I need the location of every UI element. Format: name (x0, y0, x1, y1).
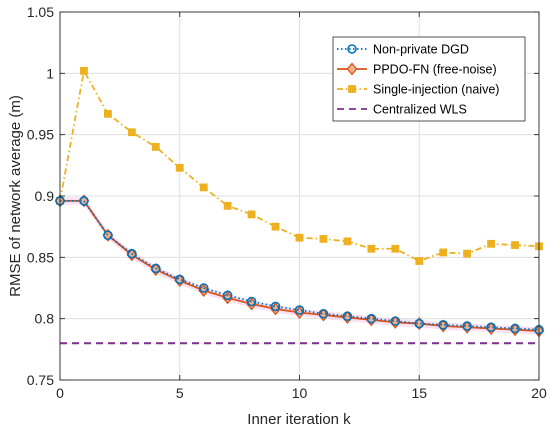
series-1-point (222, 290, 233, 301)
series-3-point (223, 201, 232, 210)
axis-ticks: 0 5 10 15 20 0.75 0.8 0.85 0.9 0.95 1 1.05 (27, 4, 547, 401)
legend-marker-1 (347, 44, 357, 54)
series-2-point (318, 308, 329, 322)
series-3-point (511, 241, 519, 249)
series-2-point (509, 323, 521, 337)
legend-marker-2 (346, 62, 358, 76)
series-1-point (414, 318, 425, 329)
series-1-point (510, 323, 520, 334)
legend-marker-3 (348, 85, 356, 93)
y-tick-label: 0.8 (35, 311, 55, 327)
series-1-point (390, 316, 401, 326)
series-2-point (389, 315, 401, 329)
series-1-point (127, 248, 137, 259)
series-1-point (79, 196, 89, 206)
series-1-point (462, 321, 472, 331)
series-3-point (247, 210, 256, 219)
x-tick-label: 20 (531, 385, 547, 401)
y-tick-label: 0.85 (27, 249, 54, 265)
series-2 (54, 194, 545, 338)
series-1-point (486, 322, 496, 333)
series-1-line (60, 200, 540, 331)
series-3-point (80, 66, 88, 75)
series-3-point (319, 235, 328, 243)
series-1-point (294, 305, 305, 315)
x-tick-label: 15 (411, 385, 427, 401)
series-1-point (246, 296, 257, 307)
series-1-point (151, 263, 161, 274)
x-tick-label: 5 (176, 385, 184, 401)
series-2-point (437, 319, 449, 333)
series-3-point (271, 222, 280, 231)
y-axis-label: RMSE of network average (m) (7, 95, 24, 297)
legend: Non-private DGD PPDO-FN (free-noise) Singl… (332, 36, 526, 122)
series-3-point (487, 239, 496, 248)
y-tick-label: 1.05 (27, 4, 54, 20)
series-3-point (199, 183, 208, 192)
x-axis-label: Inner iteration k (247, 411, 351, 428)
legend-box (332, 36, 526, 122)
series-1-point (103, 230, 113, 241)
series-3-point (343, 237, 352, 246)
y-tick-label: 1 (46, 65, 54, 81)
series-3-point (439, 248, 448, 257)
y-tick-label: 0.75 (27, 372, 54, 388)
series-1-point (174, 274, 185, 285)
series-1-point (366, 313, 377, 324)
legend-label-4: Centralized WLS (373, 103, 467, 117)
series-3-point (175, 163, 184, 172)
legend-label-3: Single-injection (naive) (373, 83, 499, 97)
series-3-point (151, 143, 160, 151)
series-1-point (318, 308, 329, 319)
series-3-point (415, 257, 424, 265)
legend-label-1: Non-private DGD (373, 43, 469, 57)
series-1-point (198, 283, 209, 293)
series-3-point (367, 244, 376, 253)
series-3-point (127, 128, 136, 137)
x-tick-label: 10 (292, 385, 308, 401)
series-3-line (59, 68, 540, 262)
series-1-point (438, 319, 449, 330)
series-3-point (104, 109, 112, 118)
series-2-point (198, 283, 210, 297)
series-3-point (463, 249, 472, 258)
series-1-point (342, 311, 353, 322)
series-1-point (270, 301, 281, 312)
legend-label-2: PPDO-FN (free-noise) (373, 63, 497, 77)
series-3-point (295, 233, 304, 242)
y-tick-label: 0.95 (27, 127, 54, 143)
series-3-point (391, 244, 400, 253)
x-tick-label: 0 (56, 385, 64, 401)
y-tick-label: 0.9 (35, 188, 55, 204)
